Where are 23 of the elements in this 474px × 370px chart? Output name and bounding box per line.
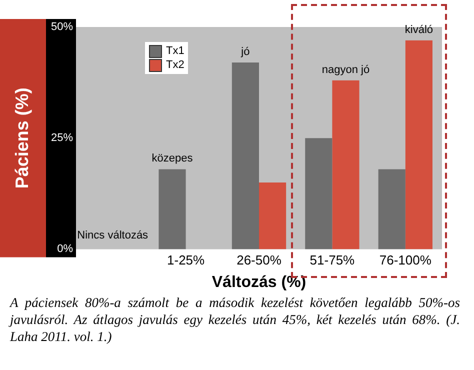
bar [305, 138, 332, 250]
legend-label: Tx2 [166, 59, 184, 71]
bar [405, 40, 432, 250]
x-tick-label: 51-75% [310, 252, 356, 268]
annotation: jó [240, 46, 250, 58]
x-tick-label: 1-25% [167, 252, 206, 268]
y-tick-label: 25% [50, 132, 74, 144]
annotation: Nincs változás [77, 230, 149, 242]
bar [332, 80, 360, 250]
y-tick-label: 0% [57, 243, 74, 256]
bar [158, 169, 186, 250]
bar [378, 169, 406, 250]
x-tick-label: 26-50% [236, 252, 282, 268]
legend-label: Tx1 [166, 45, 184, 57]
bar [232, 62, 259, 250]
annotation: közepes [152, 152, 194, 165]
text: A páciensek 80%-a számolt be a második kezelést követően legalább 50%-os javulásról. Az átlagos javulás egy kezelés után 45%, két kezelés után 68%. (J. Laha 2011. vol. 1.) [10, 295, 460, 344]
y-axis-title: Páciens (%) [12, 88, 32, 189]
annotation: kiváló [404, 24, 434, 36]
x-tick-label: 76-100% [379, 252, 432, 268]
annotation: nagyon jó [322, 64, 370, 76]
y-tick-label: 50% [50, 21, 74, 34]
bar [259, 182, 286, 250]
